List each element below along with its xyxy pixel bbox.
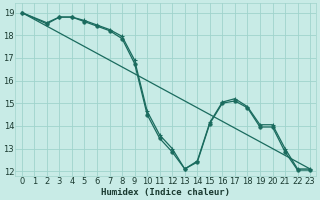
X-axis label: Humidex (Indice chaleur): Humidex (Indice chaleur) xyxy=(101,188,230,197)
